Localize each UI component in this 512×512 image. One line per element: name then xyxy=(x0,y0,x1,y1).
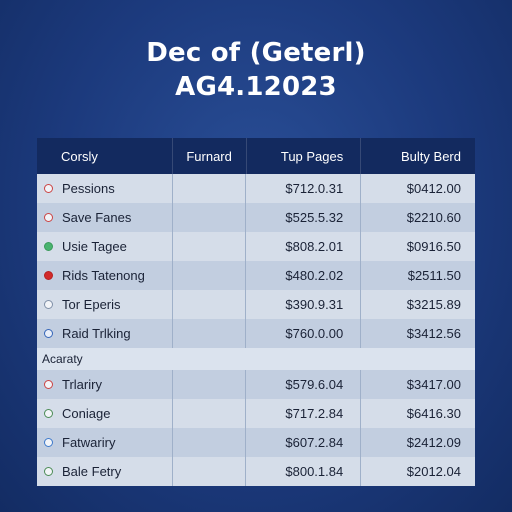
circle-red-outline-icon xyxy=(44,184,53,193)
row-label: Raid Trlking xyxy=(62,326,131,341)
row-cell-col3: $607.2.84 xyxy=(245,428,360,457)
table-row[interactable]: Bale Fetry $800.1.84 $2012.04 xyxy=(37,457,475,486)
title-line-1: Dec of (Geterl) xyxy=(146,38,366,68)
row-cell-col3: $390.9.31 xyxy=(245,290,360,319)
row-label: Fatwariry xyxy=(62,435,116,450)
row-cell-col2 xyxy=(171,261,246,290)
row-cell-col3: $480.2.02 xyxy=(245,261,360,290)
row-cell-col2 xyxy=(171,457,246,486)
row-cell-col4: $0412.00 xyxy=(360,174,475,203)
row-cell-col3: $800.1.84 xyxy=(245,457,360,486)
column-header-furnard[interactable]: Furnard xyxy=(171,138,246,174)
row-label: Coniage xyxy=(62,406,111,421)
row-cell-col2 xyxy=(171,290,246,319)
table-row[interactable]: Save Fanes $525.5.32 $2210.60 xyxy=(37,203,475,232)
row-label: Tor Eperis xyxy=(62,297,121,312)
pencil-icon xyxy=(44,329,53,338)
row-cell-col4: $2511.50 xyxy=(360,261,475,290)
row-cell-col4: $6416.30 xyxy=(360,399,475,428)
column-header-corsly[interactable]: Corsly xyxy=(61,148,98,164)
table-row[interactable]: Pessions $712.0.31 $0412.00 xyxy=(37,174,475,203)
row-cell-col2 xyxy=(171,174,246,203)
table-row[interactable]: Tor Eperis $390.9.31 $3215.89 xyxy=(37,290,475,319)
row-cell-col2 xyxy=(171,370,246,399)
row-cell-col3: $712.0.31 xyxy=(245,174,360,203)
row-cell-col3: $808.2.01 xyxy=(245,232,360,261)
page-title: Dec of (Geterl) AG4.12023 xyxy=(0,36,512,104)
row-cell-col2 xyxy=(171,428,246,457)
circle-green-icon xyxy=(44,242,53,251)
table-header: Corsly Furnard Tup Pages Bulty Berd xyxy=(37,138,475,174)
row-cell-col3: $760.0.00 xyxy=(245,319,360,348)
row-label: Trlariry xyxy=(62,377,102,392)
row-label: Save Fanes xyxy=(62,210,132,225)
table-row[interactable]: Coniage $717.2.84 $6416.30 xyxy=(37,399,475,428)
data-table: Corsly Furnard Tup Pages Bulty Berd Pess… xyxy=(37,138,475,486)
row-cell-col4: $2210.60 xyxy=(360,203,475,232)
row-label: Pessions xyxy=(62,181,115,196)
circle-outline-icon xyxy=(44,300,53,309)
row-cell-col4: $0916.50 xyxy=(360,232,475,261)
row-cell-col3: $525.5.32 xyxy=(245,203,360,232)
row-cell-col2 xyxy=(171,319,246,348)
row-cell-col3: $717.2.84 xyxy=(245,399,360,428)
table-row[interactable]: Trlariry $579.6.04 $3417.00 xyxy=(37,370,475,399)
title-line-2: AG4.12023 xyxy=(175,72,337,102)
section-header: Acaraty xyxy=(37,348,475,370)
row-cell-col4: $3215.89 xyxy=(360,290,475,319)
table-row[interactable]: Fatwariry $607.2.84 $2412.09 xyxy=(37,428,475,457)
table-row[interactable]: Raid Trlking $760.0.00 $3412.56 xyxy=(37,319,475,348)
row-cell-col4: $3417.00 xyxy=(360,370,475,399)
row-cell-col3: $579.6.04 xyxy=(245,370,360,399)
row-cell-col4: $2412.09 xyxy=(360,428,475,457)
table-row[interactable]: Rids Tatenong $480.2.02 $2511.50 xyxy=(37,261,475,290)
circle-red-dot-icon xyxy=(44,380,53,389)
row-cell-col2 xyxy=(171,232,246,261)
row-label: Rids Tatenong xyxy=(62,268,145,283)
column-header-tup-pages[interactable]: Tup Pages xyxy=(245,138,361,174)
row-label: Bale Fetry xyxy=(62,464,122,479)
row-label: Usie Tagee xyxy=(62,239,127,254)
circle-green-outline-icon xyxy=(44,409,53,418)
column-header-bulty-berd[interactable]: Bulty Berd xyxy=(360,138,475,174)
row-cell-col4: $3412.56 xyxy=(360,319,475,348)
circle-green-outline-icon xyxy=(44,467,53,476)
circle-blue-check-icon xyxy=(44,438,53,447)
table-row[interactable]: Usie Tagee $808.2.01 $0916.50 xyxy=(37,232,475,261)
row-cell-col4: $2012.04 xyxy=(360,457,475,486)
circle-red-filled-icon xyxy=(44,271,53,280)
row-cell-col2 xyxy=(171,203,246,232)
row-cell-col2 xyxy=(171,399,246,428)
circle-red-outline-icon xyxy=(44,213,53,222)
